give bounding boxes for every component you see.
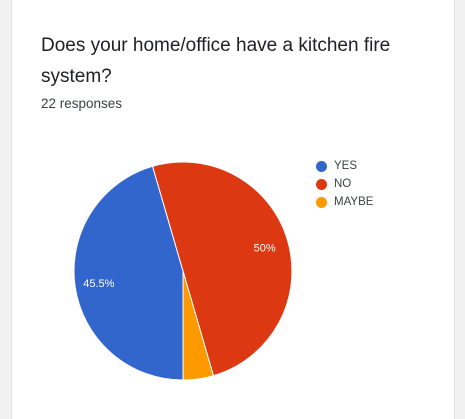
slice-label-yes: 45.5% xyxy=(83,278,114,290)
legend-swatch-yes xyxy=(316,160,327,172)
slice-label-no: 50% xyxy=(254,242,276,254)
legend-swatch-no xyxy=(316,178,327,190)
legend-item-maybe[interactable]: MAYBE xyxy=(316,193,373,211)
response-count: 22 responses xyxy=(41,96,123,111)
pie-chart: 45.5% 50% xyxy=(73,161,293,381)
legend-label-maybe: MAYBE xyxy=(334,196,374,208)
response-card: Does your home/office have a kitchen fir… xyxy=(11,0,455,419)
pie-slice-yes[interactable] xyxy=(73,165,184,381)
legend-label-yes: YES xyxy=(334,160,358,172)
chart-legend: YES NO MAYBE xyxy=(316,157,373,211)
pie-slice-no[interactable] xyxy=(151,161,293,377)
legend-swatch-maybe xyxy=(316,196,327,208)
legend-item-no[interactable]: NO xyxy=(316,175,373,193)
legend-label-no: NO xyxy=(334,178,352,190)
pie-slice-maybe[interactable] xyxy=(182,270,215,381)
legend-item-yes[interactable]: YES xyxy=(316,157,373,175)
question-title: Does your home/office have a kitchen fir… xyxy=(41,35,391,87)
